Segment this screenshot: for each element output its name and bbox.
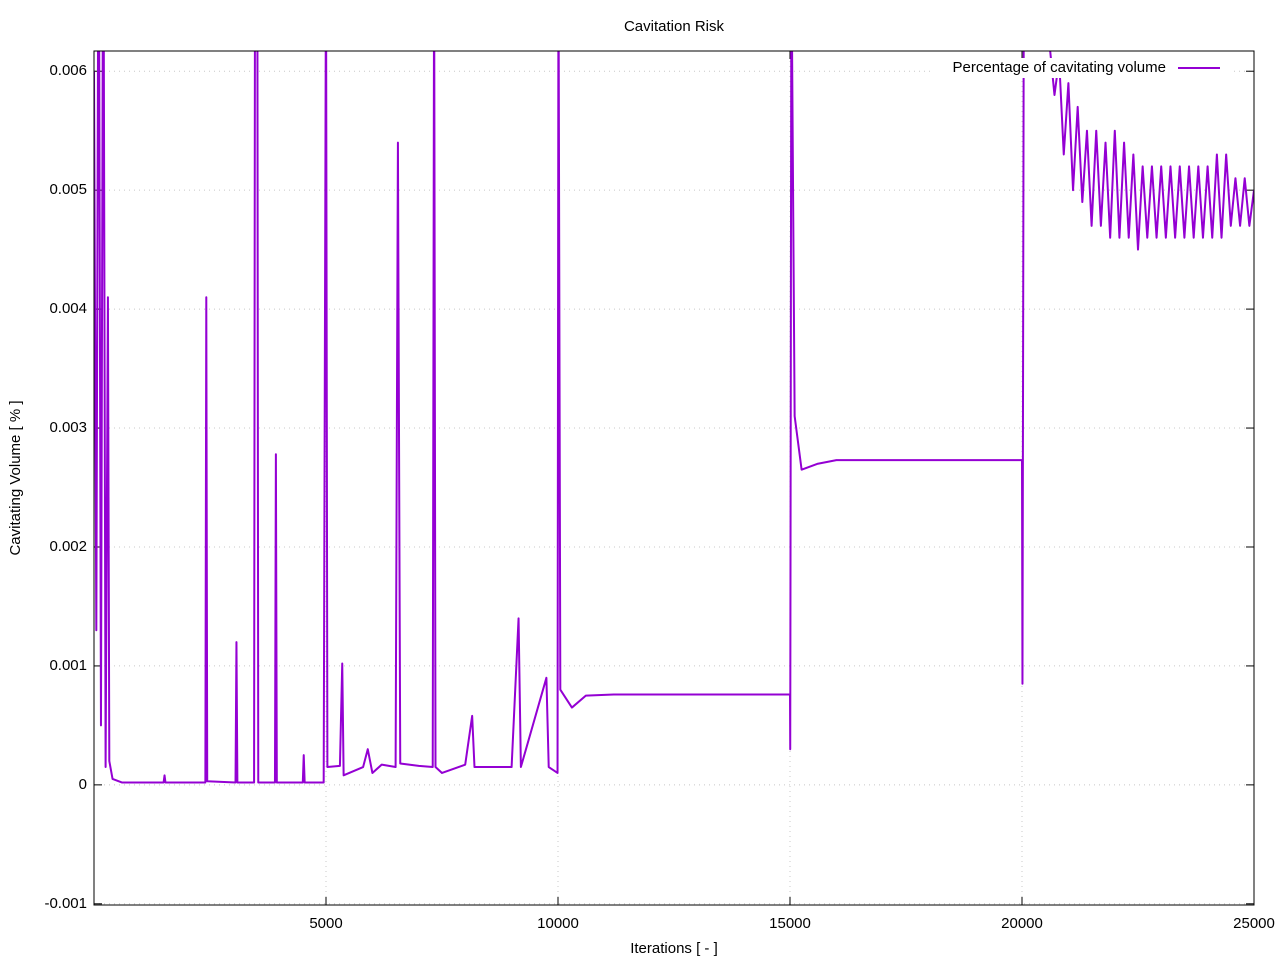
x-tick-label: 25000	[1233, 915, 1275, 932]
y-tick-label: -0.001	[44, 895, 87, 912]
x-tick-label: 15000	[769, 915, 811, 932]
data-line	[94, 51, 1254, 784]
chart-title: Cavitation Risk	[624, 18, 725, 35]
y-tick-label: 0.005	[49, 181, 87, 198]
y-tick-label: 0.001	[49, 657, 87, 674]
legend: Percentage of cavitating volume	[931, 58, 1231, 78]
legend-background	[931, 58, 1231, 78]
grid: -0.001 0 0.001 0.002 0.003 0.004 0.005 0.006 500…	[44, 51, 1275, 932]
plot-area	[94, 51, 1254, 784]
y-tick-label: 0.003	[49, 419, 87, 436]
y-tick-label: 0.002	[49, 538, 87, 555]
y-tick-label: 0.004	[49, 300, 87, 317]
x-axis-label: Iterations [ - ]	[630, 940, 718, 957]
y-tick-label: 0.006	[49, 62, 87, 79]
legend-label: Percentage of cavitating volume	[953, 59, 1166, 76]
x-tick-label: 5000	[309, 915, 342, 932]
y-axis-label: Cavitating Volume [ % ]	[7, 400, 24, 555]
x-tick-label: 10000	[537, 915, 579, 932]
x-tick-label: 20000	[1001, 915, 1043, 932]
y-tick-label: 0	[79, 776, 87, 793]
plot-frame	[93, 50, 1255, 906]
